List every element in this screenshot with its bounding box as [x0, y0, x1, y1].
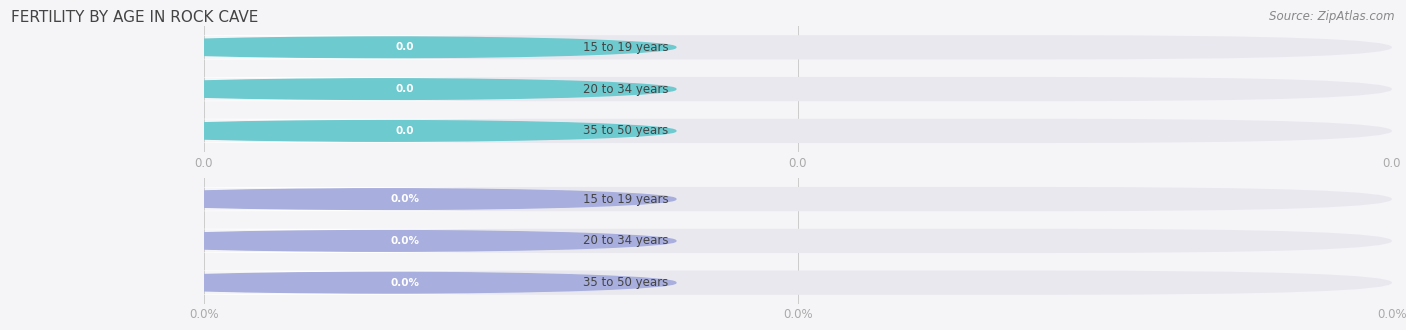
Text: 0.0: 0.0 [396, 42, 415, 52]
FancyBboxPatch shape [204, 35, 1392, 59]
Circle shape [90, 272, 676, 293]
Circle shape [90, 231, 676, 251]
Text: 0.0%: 0.0% [391, 278, 420, 288]
Text: 0.0%: 0.0% [391, 236, 420, 246]
FancyBboxPatch shape [91, 77, 548, 101]
Text: 0.0%: 0.0% [391, 194, 420, 204]
Text: 20 to 34 years: 20 to 34 years [583, 82, 668, 96]
Text: 20 to 34 years: 20 to 34 years [583, 234, 668, 248]
FancyBboxPatch shape [208, 122, 602, 140]
Circle shape [90, 79, 676, 99]
Circle shape [90, 120, 676, 141]
Circle shape [90, 37, 676, 58]
FancyBboxPatch shape [91, 35, 548, 59]
FancyBboxPatch shape [91, 119, 548, 143]
FancyBboxPatch shape [204, 77, 1392, 101]
FancyBboxPatch shape [208, 190, 602, 208]
FancyBboxPatch shape [204, 119, 1392, 143]
Text: 0.0: 0.0 [396, 126, 415, 136]
FancyBboxPatch shape [204, 229, 1392, 253]
Text: 35 to 50 years: 35 to 50 years [583, 124, 668, 137]
FancyBboxPatch shape [91, 229, 548, 253]
Text: 15 to 19 years: 15 to 19 years [583, 41, 668, 54]
Circle shape [90, 189, 676, 210]
FancyBboxPatch shape [208, 39, 602, 56]
FancyBboxPatch shape [91, 187, 548, 211]
FancyBboxPatch shape [208, 232, 602, 249]
Text: 15 to 19 years: 15 to 19 years [583, 193, 668, 206]
FancyBboxPatch shape [208, 81, 602, 98]
FancyBboxPatch shape [204, 271, 1392, 295]
Text: Source: ZipAtlas.com: Source: ZipAtlas.com [1270, 10, 1395, 23]
Text: 0.0: 0.0 [396, 84, 415, 94]
Text: FERTILITY BY AGE IN ROCK CAVE: FERTILITY BY AGE IN ROCK CAVE [11, 10, 259, 25]
FancyBboxPatch shape [208, 274, 602, 291]
FancyBboxPatch shape [91, 271, 548, 295]
FancyBboxPatch shape [204, 187, 1392, 211]
Text: 35 to 50 years: 35 to 50 years [583, 276, 668, 289]
